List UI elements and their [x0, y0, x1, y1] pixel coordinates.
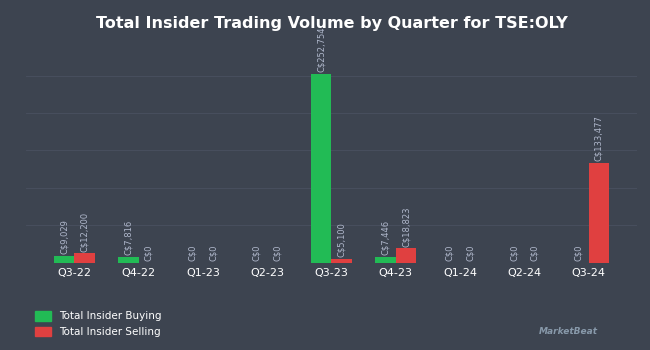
- Text: C$7,446: C$7,446: [381, 220, 390, 256]
- Text: C$0: C$0: [252, 245, 261, 261]
- Text: C$18,823: C$18,823: [402, 206, 411, 247]
- Bar: [396, 248, 417, 262]
- Text: C$0: C$0: [144, 245, 153, 261]
- Text: C$0: C$0: [445, 245, 454, 261]
- Text: C$0: C$0: [466, 245, 475, 261]
- Bar: [54, 256, 74, 262]
- Text: C$9,029: C$9,029: [60, 219, 68, 254]
- Bar: [118, 257, 138, 262]
- Text: C$0: C$0: [574, 245, 583, 261]
- Text: C$133,477: C$133,477: [595, 116, 603, 161]
- Text: MarketBeat: MarketBeat: [539, 327, 598, 336]
- Text: C$7,816: C$7,816: [124, 220, 133, 255]
- Text: C$0: C$0: [188, 245, 197, 261]
- Bar: [74, 253, 95, 262]
- Text: C$0: C$0: [273, 245, 282, 261]
- Bar: [589, 163, 609, 262]
- Bar: [375, 257, 396, 262]
- Legend: Total Insider Buying, Total Insider Selling: Total Insider Buying, Total Insider Sell…: [31, 307, 166, 341]
- Title: Total Insider Trading Volume by Quarter for TSE:OLY: Total Insider Trading Volume by Quarter …: [96, 16, 567, 31]
- Bar: [332, 259, 352, 262]
- Text: C$12,200: C$12,200: [80, 212, 89, 252]
- Text: C$0: C$0: [510, 245, 519, 261]
- Text: C$0: C$0: [530, 245, 539, 261]
- Text: C$252,754: C$252,754: [317, 27, 326, 72]
- Text: C$5,100: C$5,100: [337, 222, 346, 257]
- Text: C$0: C$0: [209, 245, 218, 261]
- Bar: [311, 74, 332, 262]
